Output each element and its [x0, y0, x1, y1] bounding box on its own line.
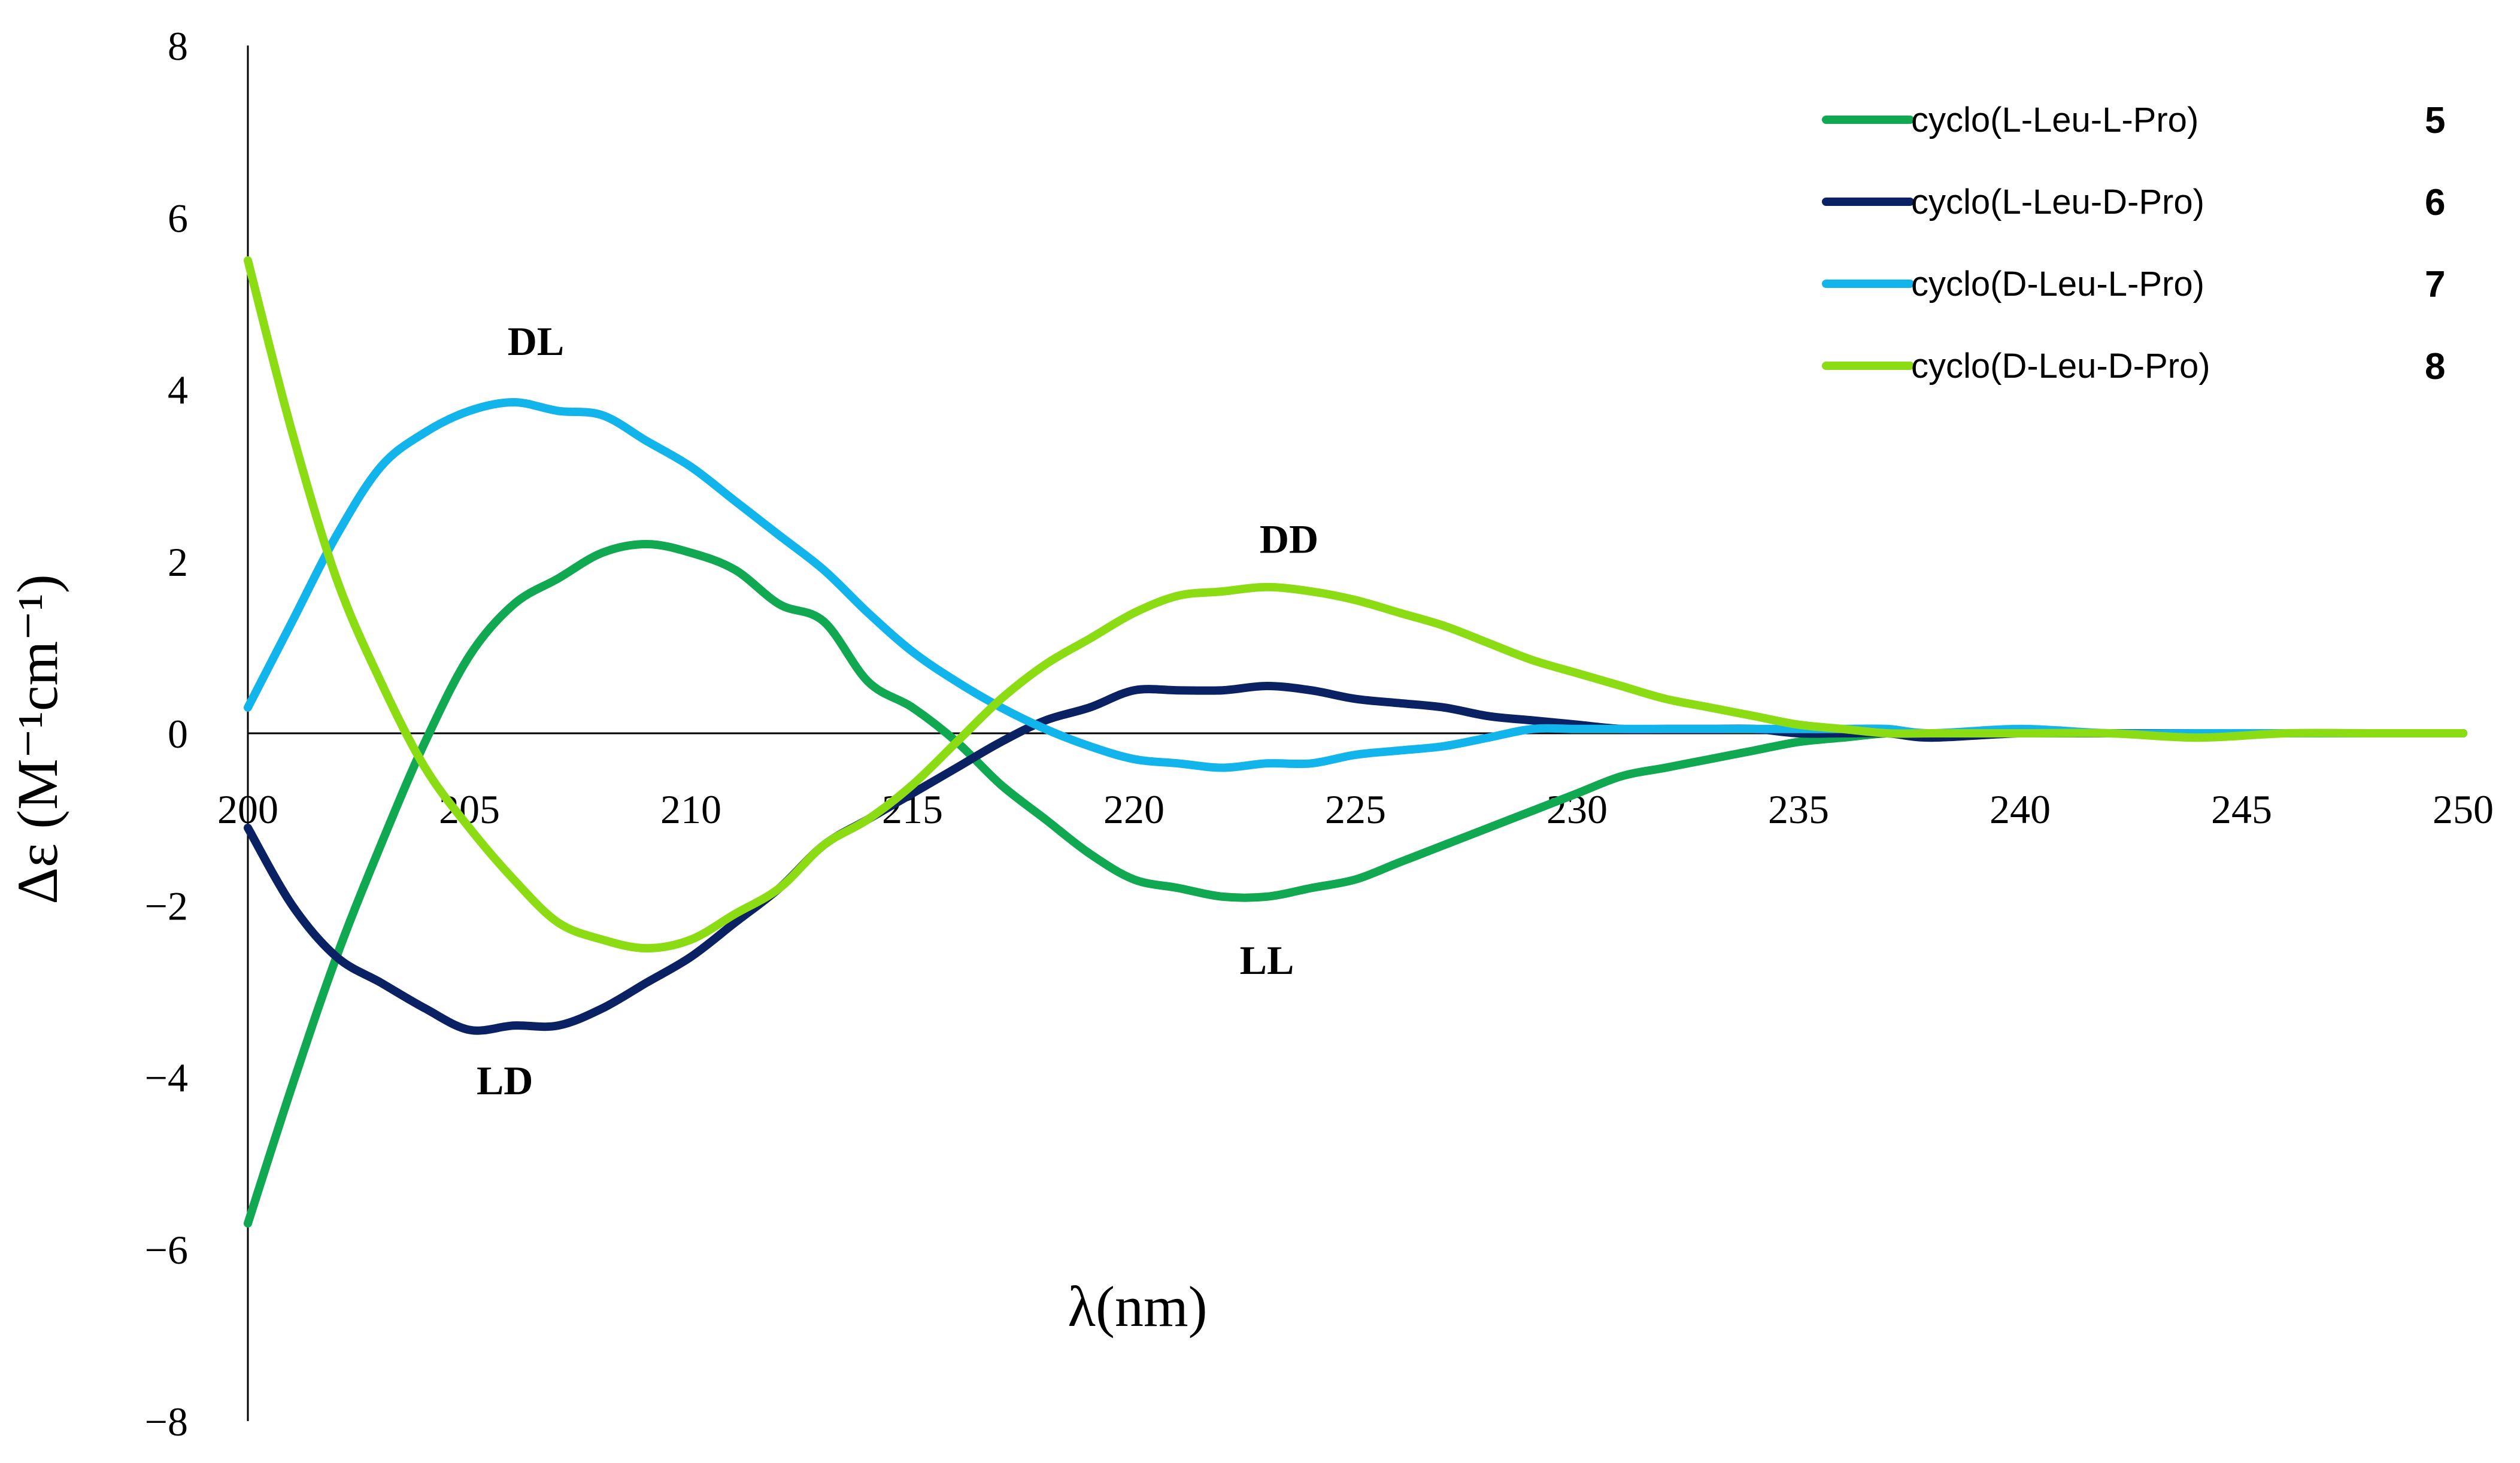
- y-tick-label: −6: [145, 1227, 188, 1273]
- y-tick-label: 0: [168, 711, 188, 757]
- y-tick-label: −4: [145, 1055, 188, 1101]
- legend-number-5: 5: [2425, 100, 2445, 141]
- x-tick-label: 225: [1325, 787, 1386, 832]
- peak-label-dl: DL: [508, 318, 564, 364]
- peak-label-ld: LD: [477, 1058, 533, 1103]
- legend-label-8: cyclo(D-Leu-D-Pro): [1911, 347, 2210, 386]
- legend: cyclo(L-Leu-L-Pro) 5 cyclo(L-Leu-D-Pro) 6 cy…: [1822, 100, 2445, 387]
- peak-label-ll: LL: [1240, 937, 1294, 983]
- y-tick-label: 8: [168, 23, 188, 69]
- legend-number-8: 8: [2425, 346, 2445, 387]
- axes-layer: 200 205 210 215 220 225 230 235 240 245 25086420−2…: [145, 23, 2494, 1444]
- series-layer: [244, 256, 2467, 1228]
- y-tick-label: 2: [168, 539, 188, 585]
- x-tick-label: 220: [1103, 787, 1165, 832]
- series-line-8: [244, 256, 2467, 953]
- legend-label-7: cyclo(D-Leu-L-Pro): [1911, 265, 2204, 303]
- x-tick-label: 235: [1768, 787, 1829, 832]
- legend-number-7: 7: [2425, 264, 2445, 305]
- series-line-7: [244, 398, 2467, 772]
- x-tick-label: 210: [660, 787, 721, 832]
- legend-number-6: 6: [2425, 182, 2445, 223]
- annotation-layer: DL DD LL LD: [477, 318, 1318, 1103]
- y-tick-label: −8: [145, 1399, 188, 1444]
- x-tick-label: 245: [2211, 787, 2272, 832]
- legend-label-6: cyclo(L-Leu-D-Pro): [1911, 183, 2204, 221]
- series-line-6: [244, 682, 2467, 1035]
- legend-label-5: cyclo(L-Leu-L-Pro): [1911, 101, 2198, 139]
- x-axis-title: λ(nm): [1068, 1274, 1207, 1338]
- x-tick-label: 250: [2433, 787, 2494, 832]
- x-tick-label: 240: [1990, 787, 2051, 832]
- series-line-5: [244, 540, 2467, 1228]
- y-tick-label: −2: [145, 883, 188, 928]
- peak-label-dd: DD: [1260, 516, 1318, 561]
- y-tick-label: 6: [168, 195, 188, 241]
- y-tick-label: 4: [168, 368, 188, 413]
- y-axis-title: Δε (M⁻¹cm⁻¹): [5, 574, 69, 904]
